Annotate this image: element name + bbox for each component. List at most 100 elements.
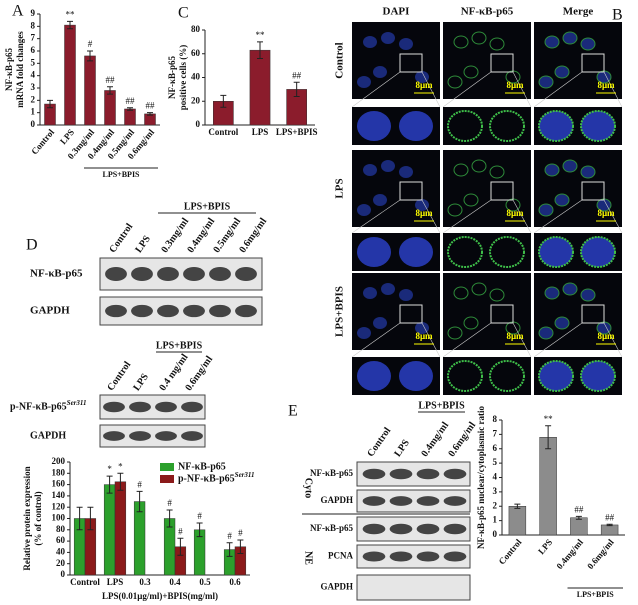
band [129,431,151,441]
band-label: p-NF-κB-p65Ser311 [10,399,87,413]
y-tick-label: 0 [493,529,498,539]
zoom-box [399,53,423,73]
cell [580,165,596,179]
x-tick-label: Control [29,127,56,157]
cell [554,316,570,330]
y-tick-label: 8 [31,20,36,30]
cell [471,31,487,45]
band [209,304,231,318]
x-tick-label: 0.5 [199,577,211,587]
y-tick-label: 4 [31,70,36,80]
blot-strip [99,424,206,448]
y-tick-label: 5 [31,57,36,67]
lane-label: Control [365,425,393,459]
cell [544,163,560,177]
error-bar [293,81,300,97]
bar [124,108,136,126]
band [416,551,440,562]
x-tick-label: Control [497,537,524,567]
band [443,468,467,480]
band-label: GAPDH [321,582,354,592]
significance-mark: ** [66,9,76,19]
cell [381,160,395,172]
y-tick-label: 7 [493,428,498,438]
band [155,431,177,441]
micrograph [443,273,531,350]
column-header: DAPI [383,6,410,18]
zoom-box [490,181,514,201]
y-tick-label: 180 [52,467,66,477]
band-label: GAPDH [30,430,66,441]
cell [373,317,387,329]
band [362,523,386,535]
blot-strip [99,296,263,326]
zoom-line [351,199,441,234]
significance-mark: # [227,531,232,541]
cell [363,164,377,176]
zoom-line [442,322,532,358]
micrograph [443,22,531,99]
error-bar [226,542,233,557]
y-tick-label: 7 [31,33,36,43]
x-tick-label: LPS [107,577,124,587]
bar [249,49,271,126]
significance-mark: * [107,464,112,474]
error-bar [606,523,613,527]
error-bar [136,490,143,513]
zoom-line [533,199,623,234]
cell [363,287,377,299]
cell-zoom [357,237,391,267]
lane-label: LPS [133,233,153,255]
band [157,266,179,282]
panel-letter: E [288,403,298,420]
x-axis-label: LPS(0.01μg/ml)+BPIS(mg/ml) [102,591,218,601]
cell-zoom [580,360,616,392]
cell [538,203,554,217]
y-tick-label: 6 [31,45,36,55]
significance-mark: * [118,461,123,471]
cell [489,37,505,51]
cell [453,286,469,300]
y-tick-label: 2 [31,94,36,104]
y-axis-label: Relative protein expression [22,466,32,570]
bar [84,55,96,126]
lane-label: Control [105,359,133,393]
band [155,401,177,413]
cell [415,322,429,334]
band [416,496,440,506]
error-bar [87,506,94,531]
y-tick-label: 160 [52,479,66,489]
cell [554,65,570,79]
y-tick-label: 120 [52,501,66,511]
group-label: LPS+BPIS [102,170,140,179]
zoom-line [351,71,441,108]
y-axis-label: (% of control) [33,491,43,545]
band [443,523,467,535]
row-label: LPS+BPIS [334,286,346,337]
scale-bar-label: 8μm [597,208,615,218]
bar [539,437,557,536]
significance-mark: ## [106,75,116,85]
band [103,401,125,413]
blot-strip [356,544,471,569]
bar [103,484,116,576]
band-label: NF-κB-p65 [310,523,353,533]
error-bar [196,522,203,538]
significance-mark: # [238,528,243,538]
y-tick-label: 40 [191,72,201,82]
y-tick-label: 140 [52,490,66,500]
band [103,431,125,441]
cell-zoom [580,110,616,142]
cell [544,286,560,300]
y-tick-label: 80 [56,524,66,534]
band [105,266,127,282]
group-label: LPS+BPIS [418,400,465,411]
bar [600,524,619,536]
legend-swatch [160,463,174,471]
cell-zoom [399,237,433,267]
legend-label: NF-κB-p65 [178,461,226,472]
significance-mark: ## [605,512,615,522]
cell [447,75,463,89]
blot-strip [356,489,471,513]
